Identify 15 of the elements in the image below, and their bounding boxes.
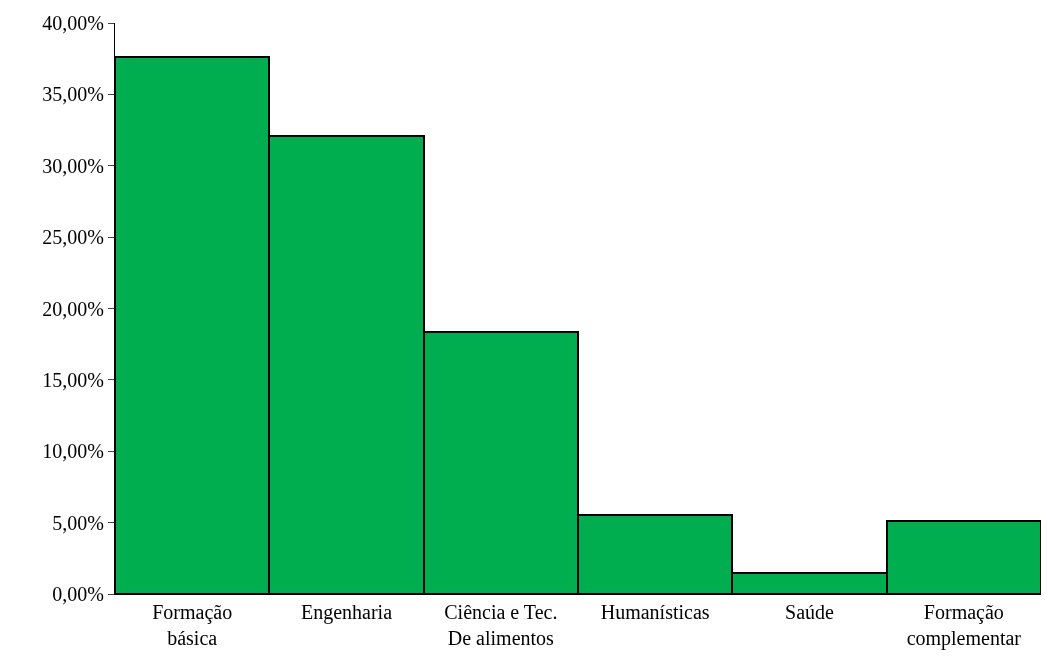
x-tick-label: Humanísticas [600,601,710,623]
y-tick-label: 35,00% [42,83,104,106]
y-tick-label: 5,00% [52,511,104,534]
y-tick-label: 25,00% [42,226,104,249]
y-tick-label: 15,00% [42,368,104,391]
y-tick-label: 40,00% [42,12,104,34]
x-tick-label: Saúde [785,601,835,623]
y-tick-label: 10,00% [42,440,104,463]
x-tick-label: Formação complementar [906,601,1022,650]
y-tick-label: 0,00% [52,583,104,605]
y-tick-label: 30,00% [42,154,104,177]
x-tick-label: Formação básica [152,601,233,649]
y-tick-label: 20,00% [42,297,104,320]
x-tick-label: Ciência e Tec. De alimentos [444,601,558,649]
x-tick-label: Engenharia [300,601,393,624]
